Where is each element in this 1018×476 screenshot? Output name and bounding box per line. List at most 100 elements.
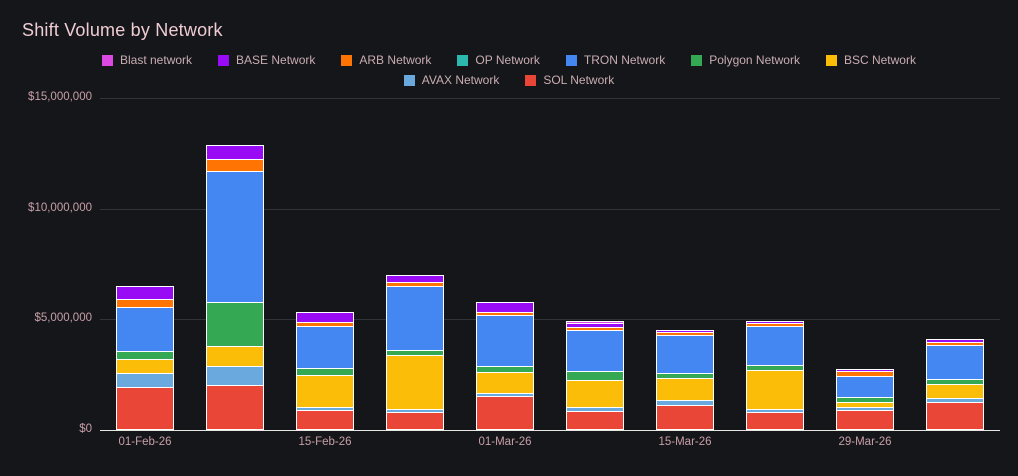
bar-segment-tron-network[interactable] xyxy=(386,286,444,351)
bar-segment-polygon-network[interactable] xyxy=(656,374,714,379)
bar-segment-avax-network[interactable] xyxy=(206,366,264,386)
bar-segment-tron-network[interactable] xyxy=(296,327,354,370)
bar-segment-polygon-network[interactable] xyxy=(206,302,264,348)
stacked-bar-10 xyxy=(926,339,984,430)
bar-segment-arb-network[interactable] xyxy=(836,371,894,377)
bar-segment-arb-network[interactable] xyxy=(746,324,804,328)
bar-segment-bsc-network[interactable] xyxy=(746,370,804,411)
bar-segment-sol-network[interactable] xyxy=(476,396,534,430)
bar-segment-bsc-network[interactable] xyxy=(476,372,534,394)
stacked-bar-2 xyxy=(206,144,264,430)
stacked-bar-1 xyxy=(116,285,174,430)
bars-container xyxy=(100,98,1000,430)
bar-segment-tron-network[interactable] xyxy=(206,172,264,303)
bar-segment-sol-network[interactable] xyxy=(386,413,444,430)
bar-segment-arb-network[interactable] xyxy=(386,283,444,287)
legend-item-op-network[interactable]: OP Network xyxy=(457,52,540,68)
bar-segment-sol-network[interactable] xyxy=(926,403,984,430)
stacked-bar-5 xyxy=(476,302,534,430)
x-tick-label: 01-Mar-26 xyxy=(478,436,532,448)
bar-segment-bsc-network[interactable] xyxy=(566,380,624,409)
x-tick-label: 01-Feb-26 xyxy=(118,436,172,448)
bar-segment-polygon-network[interactable] xyxy=(116,351,174,361)
bar-segment-blast-network[interactable] xyxy=(566,320,624,324)
bar-segment-base-network[interactable] xyxy=(926,339,984,344)
bar-segment-arb-network[interactable] xyxy=(656,332,714,336)
bar-segment-avax-network[interactable] xyxy=(116,373,174,388)
bar-segment-avax-network[interactable] xyxy=(656,400,714,406)
x-tick-label-empty xyxy=(370,436,460,448)
bar-segment-sol-network[interactable] xyxy=(296,411,354,430)
bar-segment-tron-network[interactable] xyxy=(746,327,804,367)
bar-segment-avax-network[interactable] xyxy=(746,410,804,414)
legend-swatch-icon xyxy=(403,74,415,86)
legend-swatch-icon xyxy=(341,54,353,66)
legend-label: BASE Network xyxy=(236,53,316,67)
bar-segment-polygon-network[interactable] xyxy=(386,350,444,357)
bar-segment-base-network[interactable] xyxy=(836,368,894,372)
bar-segment-base-network[interactable] xyxy=(746,321,804,325)
bar-segment-arb-network[interactable] xyxy=(296,323,354,328)
bar-segment-bsc-network[interactable] xyxy=(656,378,714,401)
bar-segment-arb-network[interactable] xyxy=(206,160,264,173)
bar-segment-arb-network[interactable] xyxy=(926,343,984,347)
bar-segment-avax-network[interactable] xyxy=(836,408,894,412)
bar-segment-bsc-network[interactable] xyxy=(926,385,984,400)
bar-segment-polygon-network[interactable] xyxy=(566,371,624,381)
bar-segment-base-network[interactable] xyxy=(656,329,714,333)
bar-segment-bsc-network[interactable] xyxy=(836,403,894,409)
bar-segment-bsc-network[interactable] xyxy=(116,360,174,374)
bar-segment-base-network[interactable] xyxy=(386,275,444,284)
bar-column-1 xyxy=(100,98,190,430)
legend-item-tron-network[interactable]: TRON Network xyxy=(565,52,665,68)
legend-swatch-icon xyxy=(691,54,703,66)
bar-segment-arb-network[interactable] xyxy=(566,327,624,331)
bar-segment-arb-network[interactable] xyxy=(116,299,174,308)
bar-segment-polygon-network[interactable] xyxy=(836,397,894,404)
legend-item-blast-network[interactable]: Blast network xyxy=(102,52,192,68)
legend-item-base-network[interactable]: BASE Network xyxy=(218,52,315,68)
bar-segment-tron-network[interactable] xyxy=(836,376,894,398)
legend-item-avax-network[interactable]: AVAX Network xyxy=(403,72,499,88)
bar-segment-base-network[interactable] xyxy=(116,285,174,300)
bar-column-6 xyxy=(550,98,640,430)
legend-item-polygon-network[interactable]: Polygon Network xyxy=(691,52,800,68)
bar-segment-polygon-network[interactable] xyxy=(476,366,534,373)
bar-segment-polygon-network[interactable] xyxy=(926,379,984,386)
bar-segment-tron-network[interactable] xyxy=(656,335,714,375)
bar-segment-base-network[interactable] xyxy=(476,302,534,313)
bar-segment-polygon-network[interactable] xyxy=(746,366,804,371)
legend-label: Blast network xyxy=(120,53,193,67)
stacked-bar-8 xyxy=(746,321,804,430)
x-tick-label-empty xyxy=(190,436,280,448)
bar-segment-tron-network[interactable] xyxy=(566,330,624,372)
x-tick-label-empty xyxy=(730,436,820,448)
bar-segment-avax-network[interactable] xyxy=(566,408,624,412)
bar-segment-sol-network[interactable] xyxy=(566,411,624,430)
stacked-bar-4 xyxy=(386,275,444,430)
bar-segment-sol-network[interactable] xyxy=(836,411,894,430)
bar-segment-sol-network[interactable] xyxy=(116,387,174,430)
bar-segment-sol-network[interactable] xyxy=(746,413,804,430)
bar-segment-sol-network[interactable] xyxy=(656,405,714,430)
bar-segment-sol-network[interactable] xyxy=(206,385,264,430)
bar-segment-avax-network[interactable] xyxy=(386,410,444,414)
bar-segment-bsc-network[interactable] xyxy=(206,347,264,367)
legend-item-bsc-network[interactable]: BSC Network xyxy=(825,52,916,68)
bar-segment-avax-network[interactable] xyxy=(476,393,534,397)
bar-segment-arb-network[interactable] xyxy=(476,312,534,316)
bar-segment-base-network[interactable] xyxy=(566,323,624,328)
bar-segment-polygon-network[interactable] xyxy=(296,369,354,377)
bar-segment-tron-network[interactable] xyxy=(476,315,534,367)
bar-segment-tron-network[interactable] xyxy=(116,307,174,352)
legend-label: OP Network xyxy=(475,53,540,67)
bar-segment-bsc-network[interactable] xyxy=(296,376,354,409)
legend-item-arb-network[interactable]: ARB Network xyxy=(341,52,431,68)
bar-segment-avax-network[interactable] xyxy=(296,408,354,412)
bar-segment-bsc-network[interactable] xyxy=(386,356,444,411)
bar-segment-base-network[interactable] xyxy=(296,311,354,324)
bar-segment-avax-network[interactable] xyxy=(926,399,984,404)
legend-item-sol-network[interactable]: SOL Network xyxy=(525,72,614,88)
bar-segment-tron-network[interactable] xyxy=(926,346,984,380)
bar-segment-base-network[interactable] xyxy=(206,144,264,160)
